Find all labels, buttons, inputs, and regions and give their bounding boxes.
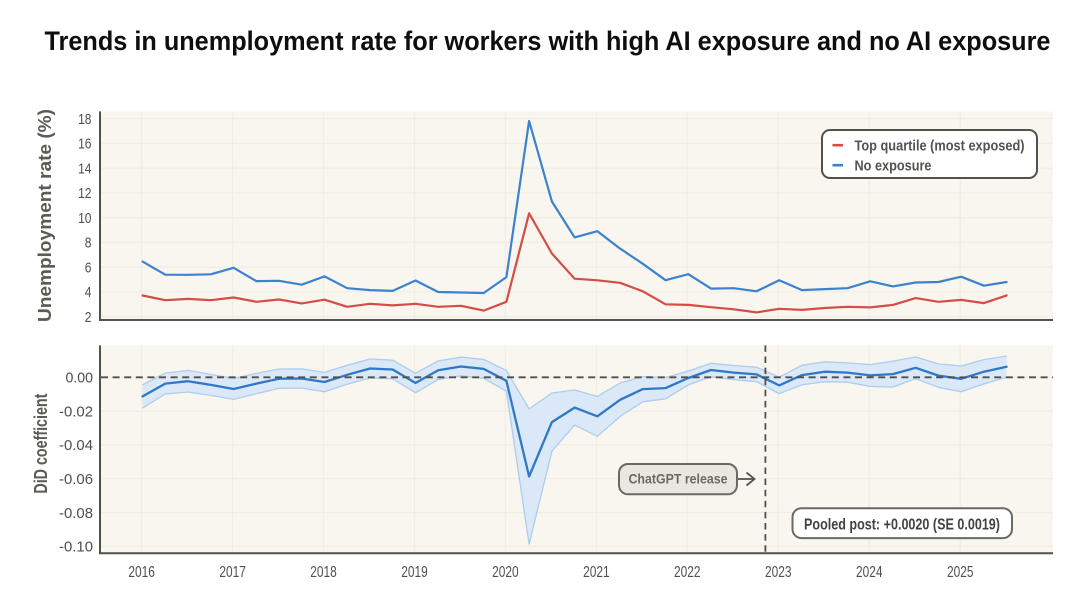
svg-text:DiD coefficient: DiD coefficient — [30, 394, 51, 494]
svg-text:12: 12 — [78, 185, 91, 202]
svg-text:2: 2 — [85, 309, 92, 326]
svg-text:2024: 2024 — [856, 564, 883, 581]
svg-text:2021: 2021 — [583, 564, 610, 581]
svg-text:-0.06: -0.06 — [59, 471, 93, 488]
svg-text:0.00: 0.00 — [66, 370, 94, 387]
svg-text:Trends in unemployment rate fo: Trends in unemployment rate for workers … — [45, 26, 1051, 56]
svg-text:Unemployment rate (%): Unemployment rate (%) — [34, 109, 55, 322]
svg-text:8: 8 — [85, 235, 92, 252]
svg-text:2023: 2023 — [765, 564, 792, 581]
svg-text:Pooled post: +0.0020 (SE 0.001: Pooled post: +0.0020 (SE 0.0019) — [804, 516, 1000, 533]
svg-text:ChatGPT release: ChatGPT release — [629, 472, 728, 487]
svg-text:18: 18 — [78, 111, 91, 128]
svg-text:2020: 2020 — [492, 564, 519, 581]
svg-text:2019: 2019 — [401, 564, 428, 581]
svg-text:-0.04: -0.04 — [59, 437, 93, 454]
svg-text:Top quartile (most exposed): Top quartile (most exposed) — [855, 139, 1025, 155]
svg-text:2016: 2016 — [128, 564, 155, 581]
svg-text:-0.10: -0.10 — [59, 539, 93, 556]
svg-text:2017: 2017 — [219, 564, 246, 581]
svg-text:2025: 2025 — [947, 564, 974, 581]
svg-text:2018: 2018 — [310, 564, 337, 581]
svg-text:No exposure: No exposure — [855, 159, 932, 175]
svg-text:-0.02: -0.02 — [59, 403, 93, 420]
svg-text:-0.08: -0.08 — [59, 505, 93, 522]
svg-text:6: 6 — [85, 259, 92, 276]
svg-text:4: 4 — [85, 284, 92, 301]
svg-text:16: 16 — [78, 136, 91, 153]
svg-text:14: 14 — [78, 160, 91, 177]
svg-text:2022: 2022 — [674, 564, 701, 581]
svg-text:10: 10 — [78, 210, 91, 227]
